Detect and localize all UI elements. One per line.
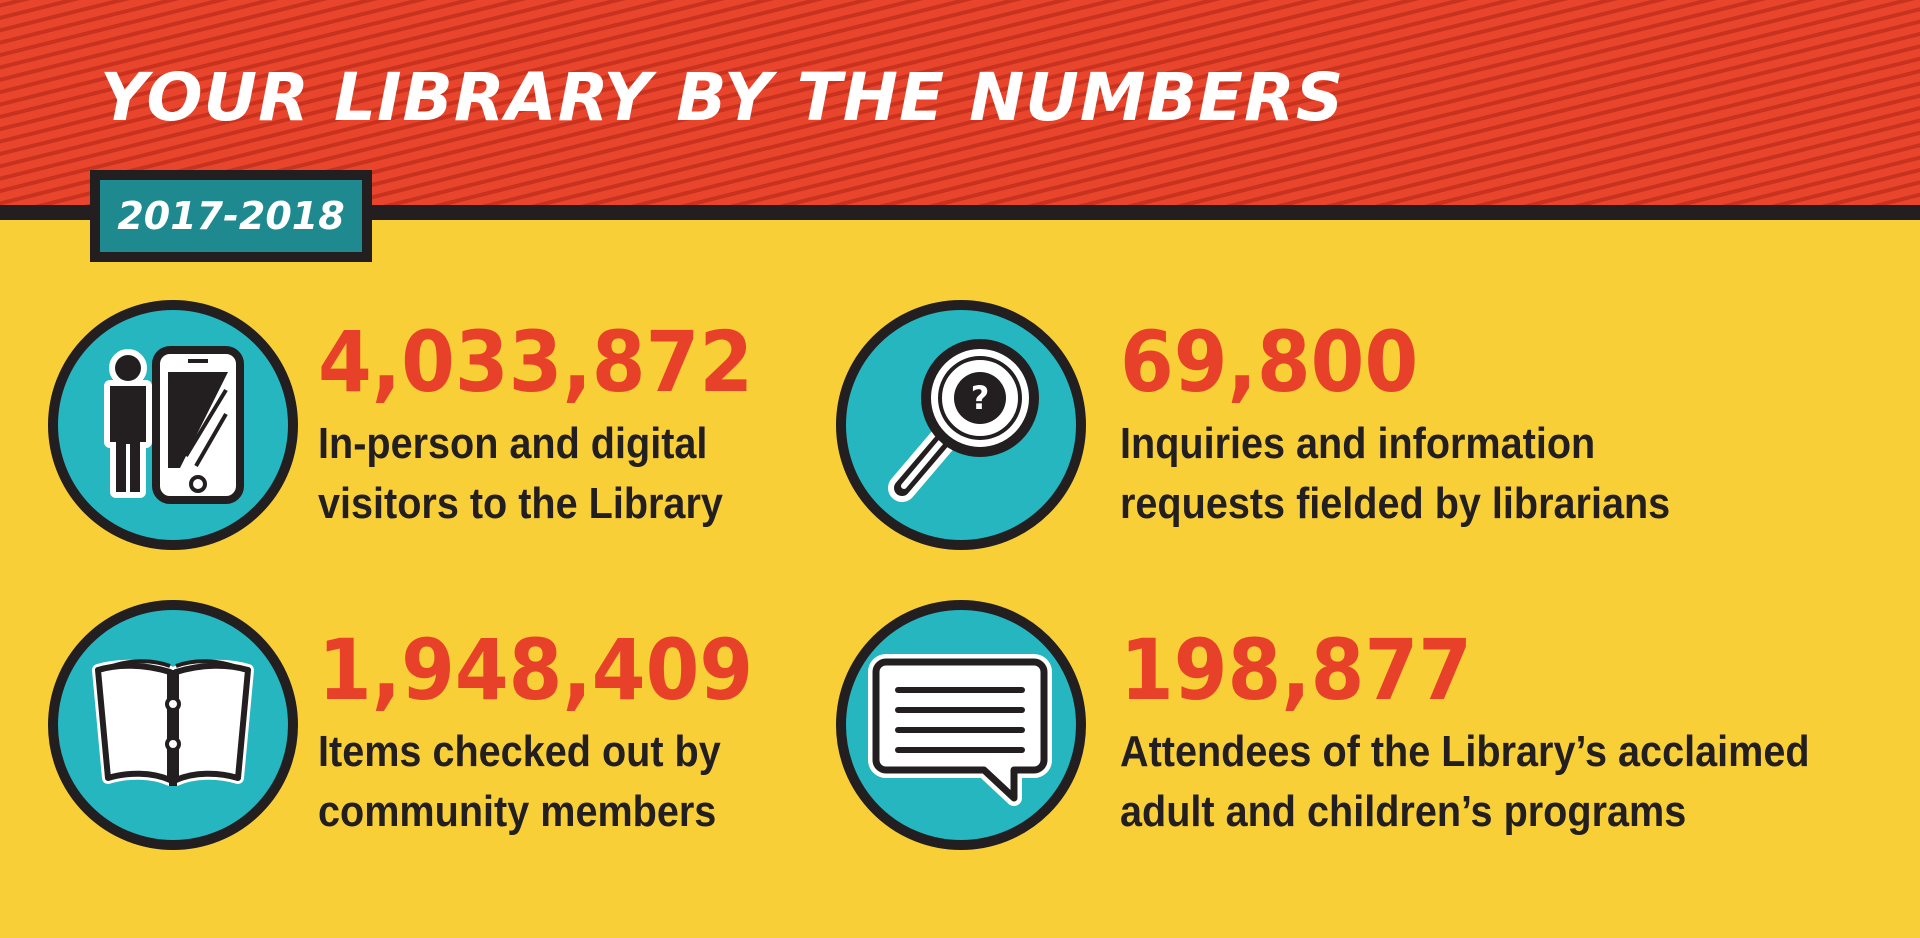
year-badge: 2017-2018 (90, 170, 372, 262)
person-phone-icon (48, 300, 298, 550)
magnifier-question-icon: ? (836, 300, 1086, 550)
stat-number: 198,877 (1120, 621, 1472, 719)
header-divider (0, 205, 1920, 220)
svg-text:?: ? (971, 379, 990, 417)
stat-number: 69,800 (1120, 313, 1419, 411)
stat-number: 4,033,872 (318, 313, 754, 411)
stat-description-line-2: visitors to the Library (318, 479, 723, 528)
open-book-icon (48, 600, 298, 850)
stat-description-line-2: community members (318, 787, 717, 836)
stat-description-line-1: Inquiries and information (1120, 419, 1596, 468)
stat-number: 1,948,409 (318, 621, 754, 719)
stat-description-line-1: Items checked out by (318, 727, 721, 776)
stat-description-line-1: In-person and digital (318, 419, 708, 468)
stat-description-line-2: adult and children’s programs (1120, 787, 1687, 836)
stat-description-line-1: Attendees of the Library’s acclaimed (1120, 727, 1810, 776)
speech-bubble-icon (836, 600, 1086, 850)
stat-description-line-2: requests fielded by librarians (1120, 479, 1671, 528)
page-title: YOUR LIBRARY BY THE NUMBERS (100, 59, 1345, 136)
